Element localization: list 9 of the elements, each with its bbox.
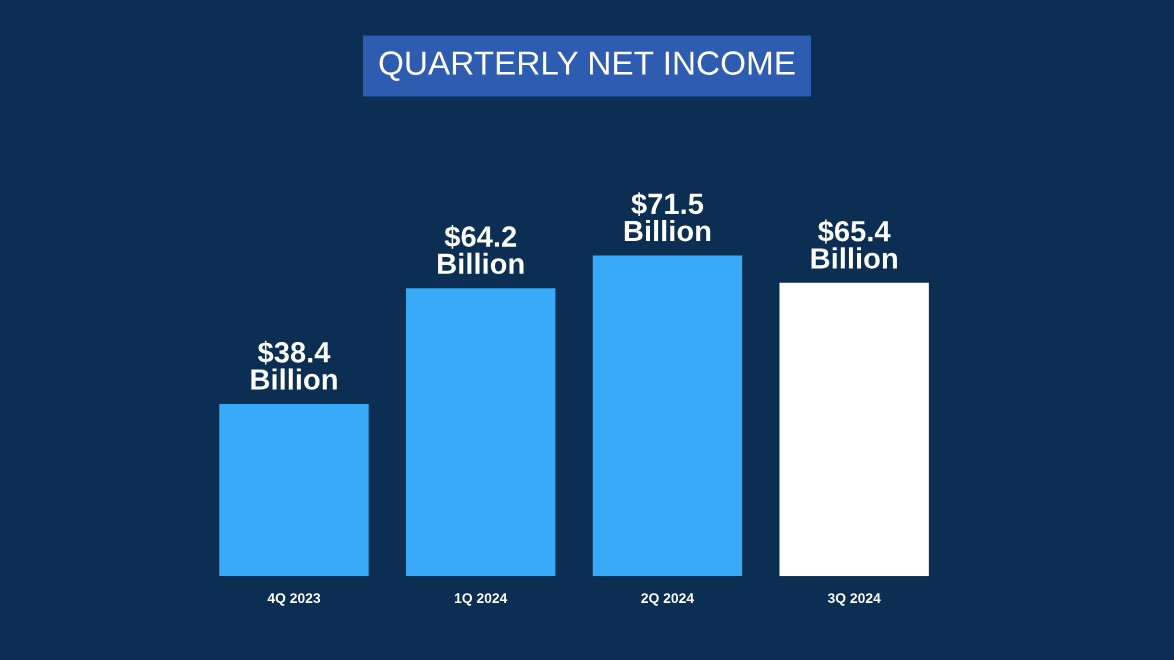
data-label: $65.4 Billion (811, 219, 897, 269)
bar (406, 288, 556, 577)
bar (779, 282, 929, 577)
data-label: $38.4 Billion (251, 340, 337, 390)
bar (592, 255, 743, 577)
bar (219, 403, 369, 577)
data-label: $71.5 Billion (624, 192, 711, 242)
data-label: $64.2 Billion (438, 225, 524, 275)
chart-title: QUARTERLY NET INCOME (379, 51, 795, 81)
